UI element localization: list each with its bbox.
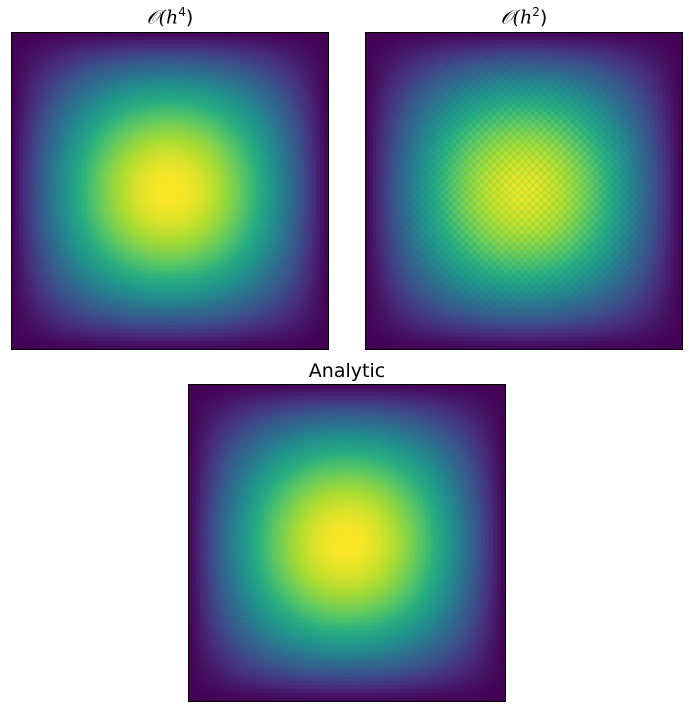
heatmap-analytic <box>188 384 506 702</box>
heatmap-oh4 <box>11 32 329 350</box>
heatmap-analytic-canvas <box>189 385 505 701</box>
chart-title-oh2: 𝒪(h2) <box>500 5 548 29</box>
heatmap-oh4-canvas <box>12 33 328 349</box>
heatmap-oh2 <box>365 32 683 350</box>
chart-title-oh4: 𝒪(h4) <box>146 5 194 29</box>
chart-title-analytic: Analytic <box>308 360 386 382</box>
heatmap-oh2-canvas <box>366 33 682 349</box>
